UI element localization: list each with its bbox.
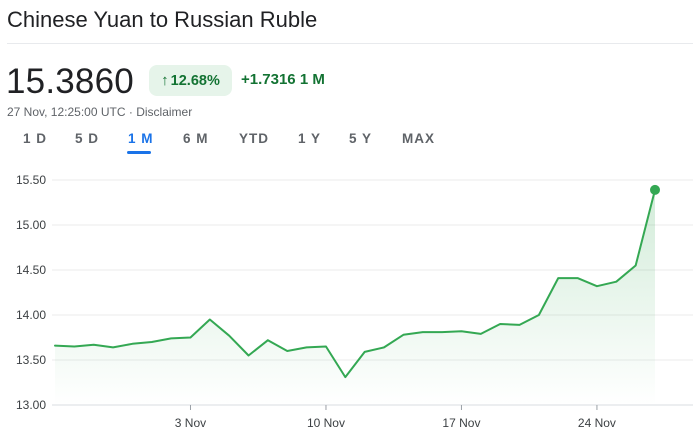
percent-change-badge: ↑ 12.68% xyxy=(149,65,232,96)
absolute-change: +1.7316 1 M xyxy=(241,71,325,88)
latest-price-marker xyxy=(650,184,660,195)
tab-1y[interactable]: 1 Y xyxy=(298,131,322,146)
y-tick-label: 13.00 xyxy=(16,398,46,412)
current-price: 15.3860 xyxy=(6,62,134,101)
tab-1d[interactable]: 1 D xyxy=(23,131,48,146)
x-tick-label: 3 Nov xyxy=(175,416,206,430)
tab-5d[interactable]: 5 D xyxy=(75,131,100,146)
absolute-change-value: +1.7316 xyxy=(241,71,296,88)
header-divider xyxy=(7,43,693,44)
quote-meta: 27 Nov, 12:25:00 UTC · Disclaimer xyxy=(7,105,192,119)
change-period: 1 M xyxy=(299,71,325,88)
x-tick-label: 17 Nov xyxy=(442,416,480,430)
tab-6m[interactable]: 6 M xyxy=(183,131,209,146)
arrow-up-icon: ↑ xyxy=(161,72,169,89)
x-tick-label: 10 Nov xyxy=(307,416,345,430)
tab-5y[interactable]: 5 Y xyxy=(349,131,373,146)
tab-ytd[interactable]: YTD xyxy=(239,131,269,146)
range-tabs: 1 D 5 D 1 M 6 M YTD 1 Y 5 Y MAX xyxy=(0,131,480,155)
y-tick-label: 15.00 xyxy=(16,218,46,232)
tab-max[interactable]: MAX xyxy=(402,131,435,146)
active-tab-indicator xyxy=(127,151,151,154)
page-title: Chinese Yuan to Russian Ruble xyxy=(7,7,318,32)
y-tick-label: 14.00 xyxy=(16,308,46,322)
x-tick-label: 24 Nov xyxy=(578,416,616,430)
tab-1m[interactable]: 1 M xyxy=(128,131,154,146)
price-line xyxy=(54,188,656,379)
x-axis-labels: 3 Nov 10 Nov 17 Nov 24 Nov xyxy=(175,405,616,430)
y-tick-label: 14.50 xyxy=(16,263,46,277)
quote-timestamp: 27 Nov, 12:25:00 UTC xyxy=(7,105,126,119)
price-area xyxy=(55,189,655,405)
y-axis-labels: 15.50 15.00 14.50 14.00 13.50 13.00 xyxy=(16,173,46,412)
disclaimer-link[interactable]: Disclaimer xyxy=(136,105,193,119)
price-chart[interactable]: 15.50 15.00 14.50 14.00 13.50 13.00 3 Nov 10 N… xyxy=(0,165,695,441)
y-tick-label: 13.50 xyxy=(16,353,46,367)
meta-separator: · xyxy=(128,105,133,119)
percent-change-value: 12.68% xyxy=(170,72,220,89)
y-tick-label: 15.50 xyxy=(16,173,46,187)
